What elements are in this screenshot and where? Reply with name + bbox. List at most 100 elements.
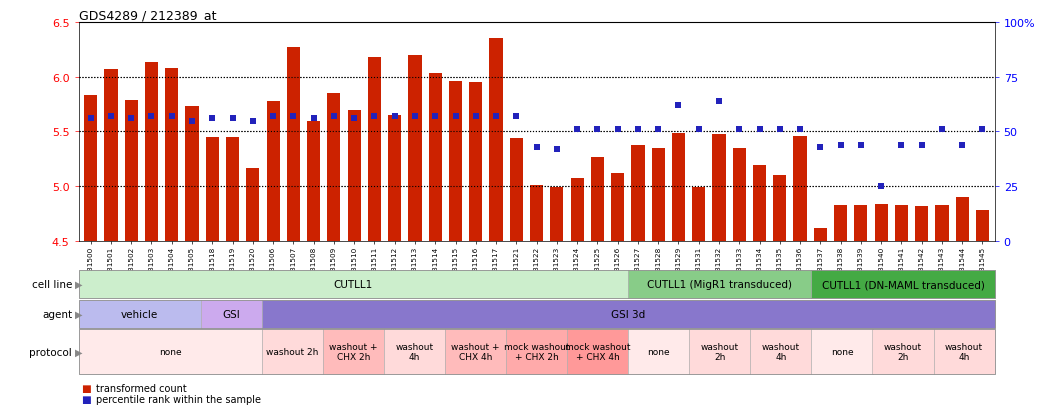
Text: none: none xyxy=(647,347,670,356)
Text: ▶: ▶ xyxy=(75,280,83,290)
Text: transformed count: transformed count xyxy=(96,383,187,393)
Bar xyxy=(388,116,401,242)
Text: protocol: protocol xyxy=(29,347,72,357)
Bar xyxy=(125,100,138,242)
Point xyxy=(812,144,829,151)
Text: none: none xyxy=(159,347,181,356)
Bar xyxy=(915,206,929,242)
Point xyxy=(792,127,808,133)
Point xyxy=(731,127,748,133)
Point xyxy=(326,114,342,120)
Bar xyxy=(956,198,968,242)
Bar xyxy=(307,121,320,242)
Text: washout
4h: washout 4h xyxy=(762,342,800,361)
Point xyxy=(954,142,971,149)
Bar xyxy=(246,168,260,242)
Text: mock washout
+ CHX 2h: mock washout + CHX 2h xyxy=(504,342,570,361)
Text: ■: ■ xyxy=(81,383,90,393)
Point xyxy=(609,127,626,133)
Point xyxy=(549,146,565,153)
Point xyxy=(913,142,930,149)
Text: GDS4289 / 212389_at: GDS4289 / 212389_at xyxy=(79,9,216,21)
Bar xyxy=(328,94,340,242)
Bar xyxy=(712,134,726,242)
Point xyxy=(711,98,728,105)
Point xyxy=(934,127,951,133)
Point xyxy=(488,114,505,120)
Text: ▶: ▶ xyxy=(75,309,83,319)
Bar xyxy=(105,70,117,242)
Point xyxy=(690,127,707,133)
Bar xyxy=(348,110,361,242)
Bar xyxy=(367,58,381,242)
Bar xyxy=(834,206,847,242)
Point xyxy=(366,114,383,120)
Point xyxy=(852,142,869,149)
Bar xyxy=(651,149,665,242)
Point xyxy=(265,114,282,120)
Bar xyxy=(84,96,97,242)
Bar xyxy=(935,206,949,242)
Text: GSI 3d: GSI 3d xyxy=(611,309,645,319)
Point xyxy=(629,127,646,133)
Bar xyxy=(774,176,786,242)
Bar xyxy=(428,74,442,242)
Point xyxy=(508,114,525,120)
Text: percentile rank within the sample: percentile rank within the sample xyxy=(96,394,262,404)
Bar xyxy=(551,188,563,242)
Point xyxy=(163,114,180,120)
Text: none: none xyxy=(830,347,853,356)
Point xyxy=(285,114,302,120)
Bar xyxy=(165,69,178,242)
Point xyxy=(346,116,362,122)
Bar xyxy=(185,107,199,242)
Text: CUTLL1 (DN-MAML transduced): CUTLL1 (DN-MAML transduced) xyxy=(822,280,984,290)
Text: ▶: ▶ xyxy=(75,347,83,357)
Bar xyxy=(144,63,158,242)
Text: CUTLL1 (MigR1 transduced): CUTLL1 (MigR1 transduced) xyxy=(647,280,793,290)
Bar xyxy=(854,206,868,242)
Point xyxy=(83,116,99,122)
Text: washout
4h: washout 4h xyxy=(396,342,433,361)
Text: washout
2h: washout 2h xyxy=(700,342,739,361)
Point xyxy=(832,142,849,149)
Bar xyxy=(287,48,299,242)
Text: cell line: cell line xyxy=(31,280,72,290)
Bar xyxy=(530,186,543,242)
Point xyxy=(751,127,767,133)
Point xyxy=(224,116,241,122)
Point xyxy=(244,118,261,125)
Point xyxy=(670,102,687,109)
Point xyxy=(204,116,221,122)
Text: washout
2h: washout 2h xyxy=(884,342,922,361)
Point xyxy=(893,142,910,149)
Point xyxy=(467,114,484,120)
Bar xyxy=(874,204,888,242)
Text: washout +
CHX 2h: washout + CHX 2h xyxy=(329,342,378,361)
Bar xyxy=(408,55,422,242)
Point xyxy=(772,127,788,133)
Point xyxy=(528,144,544,151)
Bar xyxy=(591,157,604,242)
Point xyxy=(447,114,464,120)
Bar xyxy=(611,174,624,242)
Bar xyxy=(226,138,239,242)
Point xyxy=(143,114,160,120)
Text: ■: ■ xyxy=(81,394,90,404)
Bar xyxy=(449,82,462,242)
Bar xyxy=(672,133,685,242)
Bar xyxy=(895,206,908,242)
Point xyxy=(650,127,667,133)
Bar xyxy=(469,83,483,242)
Point xyxy=(103,114,119,120)
Bar xyxy=(571,178,584,242)
Text: GSI: GSI xyxy=(222,309,240,319)
Point xyxy=(427,114,444,120)
Bar xyxy=(733,149,745,242)
Point xyxy=(122,116,139,122)
Text: agent: agent xyxy=(42,309,72,319)
Bar xyxy=(510,139,522,242)
Bar xyxy=(753,166,766,242)
Point xyxy=(589,127,606,133)
Text: washout
4h: washout 4h xyxy=(945,342,983,361)
